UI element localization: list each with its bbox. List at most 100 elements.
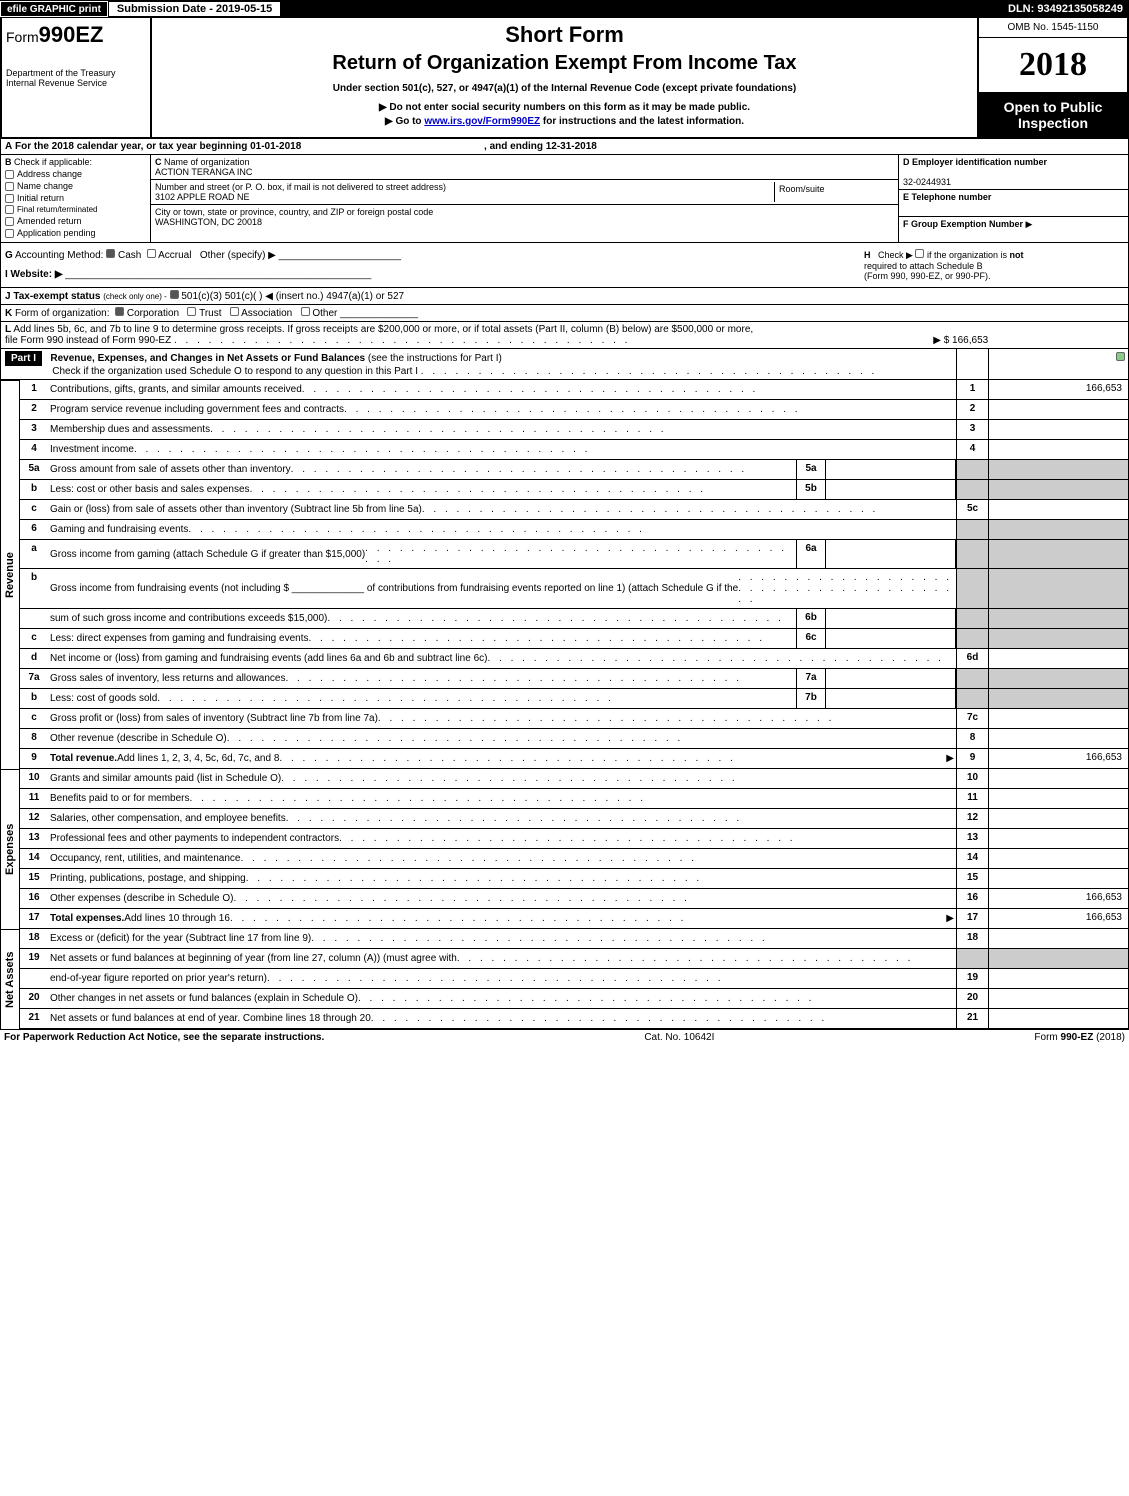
checkbox-icon[interactable]	[1116, 352, 1125, 361]
checkbox-icon[interactable]	[170, 290, 179, 299]
box-d: D Employer identification number 32-0244…	[899, 155, 1128, 190]
line-desc: Gross amount from sale of assets other t…	[48, 460, 796, 479]
dots	[421, 366, 878, 377]
box-f: F Group Exemption Number ▶	[899, 217, 1128, 243]
checkbox-icon[interactable]	[301, 307, 310, 316]
dept-treasury: Department of the Treasury	[6, 68, 146, 78]
right-line-value	[988, 789, 1128, 808]
right-line-number: 11	[956, 789, 988, 808]
chk-initial-return[interactable]: Initial return	[5, 193, 146, 203]
line-desc: Less: cost or other basis and sales expe…	[48, 480, 796, 499]
right-line-value	[988, 569, 1128, 608]
chk-address-change[interactable]: Address change	[5, 169, 146, 179]
c-name-row: C Name of organization ACTION TERANGA IN…	[151, 155, 898, 180]
label-b: B	[5, 157, 12, 167]
line-row: 11Benefits paid to or for members11	[20, 789, 1129, 809]
netassets-section: Net Assets 18Excess or (deficit) for the…	[0, 929, 1129, 1029]
dots	[457, 953, 954, 964]
line-row: 1Contributions, gifts, grants, and simil…	[20, 380, 1129, 400]
line-desc: sum of such gross income and contributio…	[48, 609, 796, 628]
line-desc: Gross income from fundraising events (no…	[48, 569, 956, 608]
dots	[227, 733, 954, 744]
row-a-ending: , and ending 12-31-2018	[484, 141, 597, 152]
part1-title-cell: Part I Revenue, Expenses, and Changes in…	[1, 349, 956, 379]
right-line-value	[988, 989, 1128, 1008]
dots	[134, 444, 954, 455]
line-number	[20, 609, 48, 628]
irs-link[interactable]: www.irs.gov/Form990EZ	[424, 116, 540, 127]
line-desc: Net assets or fund balances at beginning…	[48, 949, 956, 968]
line-row: 20Other changes in net assets or fund ba…	[20, 989, 1129, 1009]
right-line-value	[988, 420, 1128, 439]
efile-print-button[interactable]: efile GRAPHIC print	[0, 1, 108, 17]
right-line-value	[988, 929, 1128, 948]
chk-name-change[interactable]: Name change	[5, 181, 146, 191]
dots	[339, 833, 954, 844]
right-line-value	[988, 440, 1128, 459]
checkbox-icon[interactable]	[230, 307, 239, 316]
line-number: d	[20, 649, 48, 668]
right-line-number: 14	[956, 849, 988, 868]
dots	[422, 504, 954, 515]
line-row: 6Gaming and fundraising events	[20, 520, 1129, 540]
line-number: b	[20, 689, 48, 708]
irs-label: Internal Revenue Service	[6, 78, 146, 88]
ein-value: 32-0244931	[903, 177, 951, 187]
box-e: E Telephone number	[899, 190, 1128, 217]
line-row: 18Excess or (deficit) for the year (Subt…	[20, 929, 1129, 949]
return-title: Return of Organization Exempt From Incom…	[156, 52, 973, 75]
line-number	[20, 969, 48, 988]
checkbox-icon[interactable]	[115, 307, 124, 316]
label-l: L	[5, 324, 11, 335]
instruction-1: ▶ Do not enter social security numbers o…	[156, 102, 973, 113]
line-number: 18	[20, 929, 48, 948]
right-line-value	[988, 1009, 1128, 1028]
omb-number: OMB No. 1545-1150	[979, 18, 1127, 38]
sub-line-number: 7b	[796, 689, 826, 708]
line-row: 3Membership dues and assessments3	[20, 420, 1129, 440]
right-line-number	[956, 949, 988, 968]
right-line-number	[956, 689, 988, 708]
line-row: end-of-year figure reported on prior yea…	[20, 969, 1129, 989]
chk-label-4: Amended return	[17, 216, 82, 226]
c-addr-row: Number and street (or P. O. box, if mail…	[151, 180, 898, 205]
f-arrow: ▶	[1026, 219, 1033, 229]
checkbox-icon[interactable]	[915, 249, 924, 258]
line-number: 10	[20, 769, 48, 788]
line-desc: Salaries, other compensation, and employ…	[48, 809, 956, 828]
right-line-value	[988, 629, 1128, 648]
line-row: 21Net assets or fund balances at end of …	[20, 1009, 1129, 1029]
right-line-value: 166,653	[988, 889, 1128, 908]
chk-label-3: Final return/terminated	[17, 205, 97, 214]
addr-label: Number and street (or P. O. box, if mail…	[155, 182, 446, 192]
chk-label-5: Application pending	[17, 228, 96, 238]
dots	[250, 484, 794, 495]
line-number: 6	[20, 520, 48, 539]
line-row: 19Net assets or fund balances at beginni…	[20, 949, 1129, 969]
chk-amended-return[interactable]: Amended return	[5, 216, 146, 226]
netassets-label: Net Assets	[0, 929, 20, 1029]
line-row: 13Professional fees and other payments t…	[20, 829, 1129, 849]
dots	[188, 524, 954, 535]
line-row: aGross income from gaming (attach Schedu…	[20, 540, 1129, 569]
checkbox-icon[interactable]	[106, 249, 115, 258]
part1-header-row: Part I Revenue, Expenses, and Changes in…	[0, 349, 1129, 380]
sub-line-value	[826, 669, 956, 688]
checkbox-icon[interactable]	[147, 249, 156, 258]
dots	[378, 713, 954, 724]
line-desc: Net assets or fund balances at end of ye…	[48, 1009, 956, 1028]
revenue-label: Revenue	[0, 380, 20, 769]
sub-line-value	[826, 460, 956, 479]
checkbox-icon[interactable]	[187, 307, 196, 316]
right-line-number: 5c	[956, 500, 988, 519]
right-line-number: 2	[956, 400, 988, 419]
chk-final-return[interactable]: Final return/terminated	[5, 205, 146, 214]
line-row: sum of such gross income and contributio…	[20, 609, 1129, 629]
chk-application-pending[interactable]: Application pending	[5, 228, 146, 238]
chk-label-1: Name change	[17, 181, 73, 191]
footer-right: Form Form 990-EZ (2018)990-EZ (2018)	[1034, 1032, 1125, 1043]
right-line-number	[956, 460, 988, 479]
right-line-value	[988, 609, 1128, 628]
line-desc: Gain or (loss) from sale of assets other…	[48, 500, 956, 519]
header-mid: Short Form Return of Organization Exempt…	[152, 18, 977, 137]
